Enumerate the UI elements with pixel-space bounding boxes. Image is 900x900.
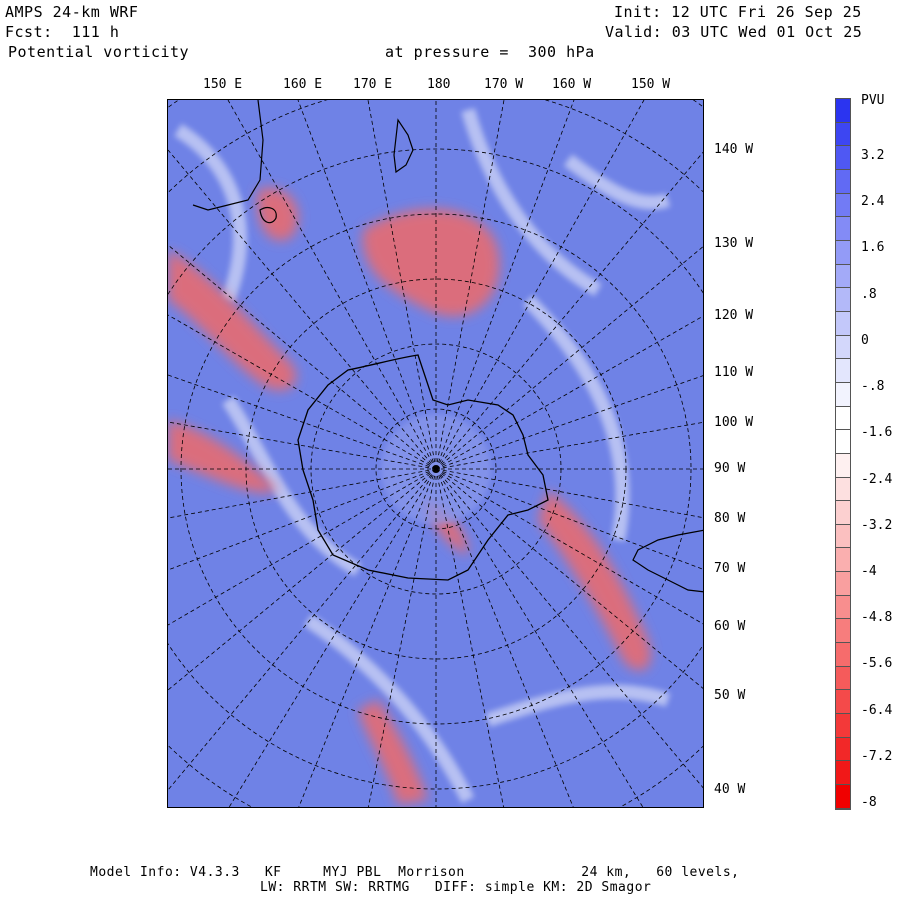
colorbar-cell [836,122,850,147]
top-longitude-label: 160 E [283,77,323,92]
colorbar-cell [836,477,850,502]
colorbar-cell [836,430,850,454]
right-longitude-label: 140 W [714,142,754,157]
colorbar-cell [836,359,850,383]
colorbar-cell [836,264,850,289]
right-longitude-label: 130 W [714,236,754,251]
colorbar [835,98,851,810]
top-longitude-label: 150 W [631,77,671,92]
colorbar-cell [836,193,850,218]
top-longitude-label: 170 E [353,77,393,92]
colorbar-cell [836,595,850,620]
tasmania-coastline [259,207,277,224]
colorbar-cell [836,501,850,525]
colorbar-cell [836,382,850,407]
right-longitude-label: 110 W [714,365,754,380]
colorbar-unit: PVU [861,93,885,108]
right-longitude-label: 90 W [714,461,746,476]
colorbar-label: -3.2 [861,517,893,533]
model-info-line1: Model Info: V4.3.3 KF MYJ PBL Morrison 2… [90,865,740,880]
colorbar-cell [836,524,850,549]
right-longitude-label: 120 W [714,308,754,323]
map-canvas [168,100,703,807]
colorbar-cell [836,761,850,786]
colorbar-cell [836,453,850,478]
colorbar-cell [836,335,850,360]
colorbar-cell [836,643,850,667]
right-longitude-label: 80 W [714,511,746,526]
colorbar-label: 0 [861,332,869,348]
colorbar-label: -2.4 [861,471,893,487]
colorbar-label: -6.4 [861,702,893,718]
top-longitude-label: 160 W [552,77,592,92]
field-name: Potential vorticity [8,43,190,61]
colorbar-cell [836,240,850,265]
colorbar-cell [836,311,850,336]
valid-time: Valid: 03 UTC Wed 01 Oct 25 [605,23,863,41]
colorbar-label: 2.4 [861,194,885,210]
forecast-hour: Fcst: 111 h [5,23,120,41]
pressure-level: at pressure = 300 hPa [385,43,595,61]
colorbar-cell [836,406,850,431]
init-time: Init: 12 UTC Fri 26 Sep 25 [614,3,862,21]
colorbar-cell [836,217,850,241]
colorbar-cell [836,619,850,644]
colorbar-cell [836,572,850,596]
colorbar-cell [836,169,850,194]
colorbar-label: -1.6 [861,425,893,441]
model-info-line2: LW: RRTM SW: RRTMG DIFF: simple KM: 2D S… [260,880,652,895]
pv-red-features [168,188,651,805]
australia-coastline [192,100,264,211]
colorbar-label: -8 [861,795,877,810]
colorbar-label: -4 [861,563,877,579]
colorbar-label: 1.6 [861,240,885,256]
colorbar-cell [836,737,850,762]
pv-light-bands [174,108,671,804]
colorbar-cell [836,548,850,573]
colorbar-cell [836,714,850,738]
top-longitude-label: 170 W [484,77,524,92]
antarctica-coastline [297,354,549,581]
colorbar-cell [836,690,850,715]
right-longitude-label: 40 W [714,782,746,797]
potential-vorticity-map [167,99,704,808]
top-longitude-label: 180 [427,77,451,92]
model-title: AMPS 24-km WRF [5,3,139,21]
colorbar-cell [836,99,850,123]
right-longitude-label: 60 W [714,619,746,634]
right-longitude-label: 50 W [714,688,746,703]
top-longitude-label: 150 E [203,77,243,92]
colorbar-label: -4.8 [861,610,893,626]
graticule [168,100,703,807]
right-longitude-label: 70 W [714,561,746,576]
colorbar-label: .8 [861,286,877,302]
colorbar-label: -7.2 [861,748,893,764]
colorbar-cell [836,288,850,312]
colorbar-cell [836,666,850,691]
colorbar-cell [836,146,850,170]
colorbar-label: 3.2 [861,148,885,163]
south-america-coastline [632,529,703,593]
colorbar-label: -5.6 [861,656,893,672]
right-longitude-label: 100 W [714,415,754,430]
colorbar-cell [836,785,850,809]
colorbar-label: -.8 [861,379,885,395]
new-zealand-coastline [393,118,414,174]
